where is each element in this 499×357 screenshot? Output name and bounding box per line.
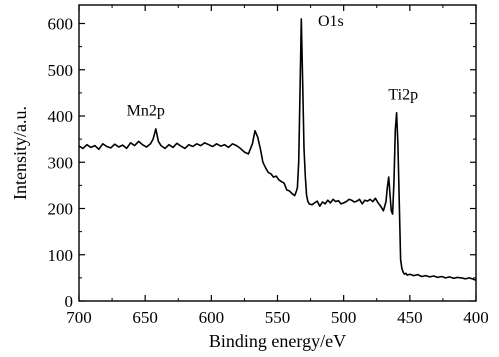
peak-label: Mn2p <box>127 103 165 120</box>
y-axis-title: Intensity/a.u. <box>10 106 30 200</box>
plot-frame <box>78 4 477 302</box>
x-tick-label: 700 <box>66 308 92 327</box>
y-tick-label: 0 <box>65 292 74 311</box>
y-tick-label: 300 <box>48 153 74 172</box>
series-line <box>78 18 477 281</box>
peak-label: Ti2p <box>388 87 418 104</box>
x-tick-label: 600 <box>199 308 225 327</box>
y-tick-label: 400 <box>48 107 74 126</box>
x-tick-label: 550 <box>265 308 291 327</box>
tick-labels: 700 650 600 550 500 450 400 0 100 200 300 400 500 600 <box>48 15 489 328</box>
y-tick-label: 600 <box>48 15 74 34</box>
peak-label: O1s <box>318 13 344 30</box>
axis-ticks <box>78 5 477 302</box>
y-tick-label: 100 <box>48 246 74 265</box>
peak-annotations: Mn2p O1s Ti2p <box>127 13 418 120</box>
x-tick-label: 650 <box>132 308 158 327</box>
x-tick-label: 500 <box>331 308 357 327</box>
x-tick-label: 400 <box>463 308 489 327</box>
y-tick-label: 500 <box>48 61 74 80</box>
x-tick-label: 450 <box>397 308 423 327</box>
x-axis-title: Binding energy/eV <box>209 331 346 351</box>
y-tick-label: 200 <box>48 200 74 219</box>
